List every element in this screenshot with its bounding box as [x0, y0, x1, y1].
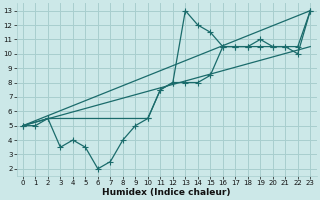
X-axis label: Humidex (Indice chaleur): Humidex (Indice chaleur): [102, 188, 231, 197]
